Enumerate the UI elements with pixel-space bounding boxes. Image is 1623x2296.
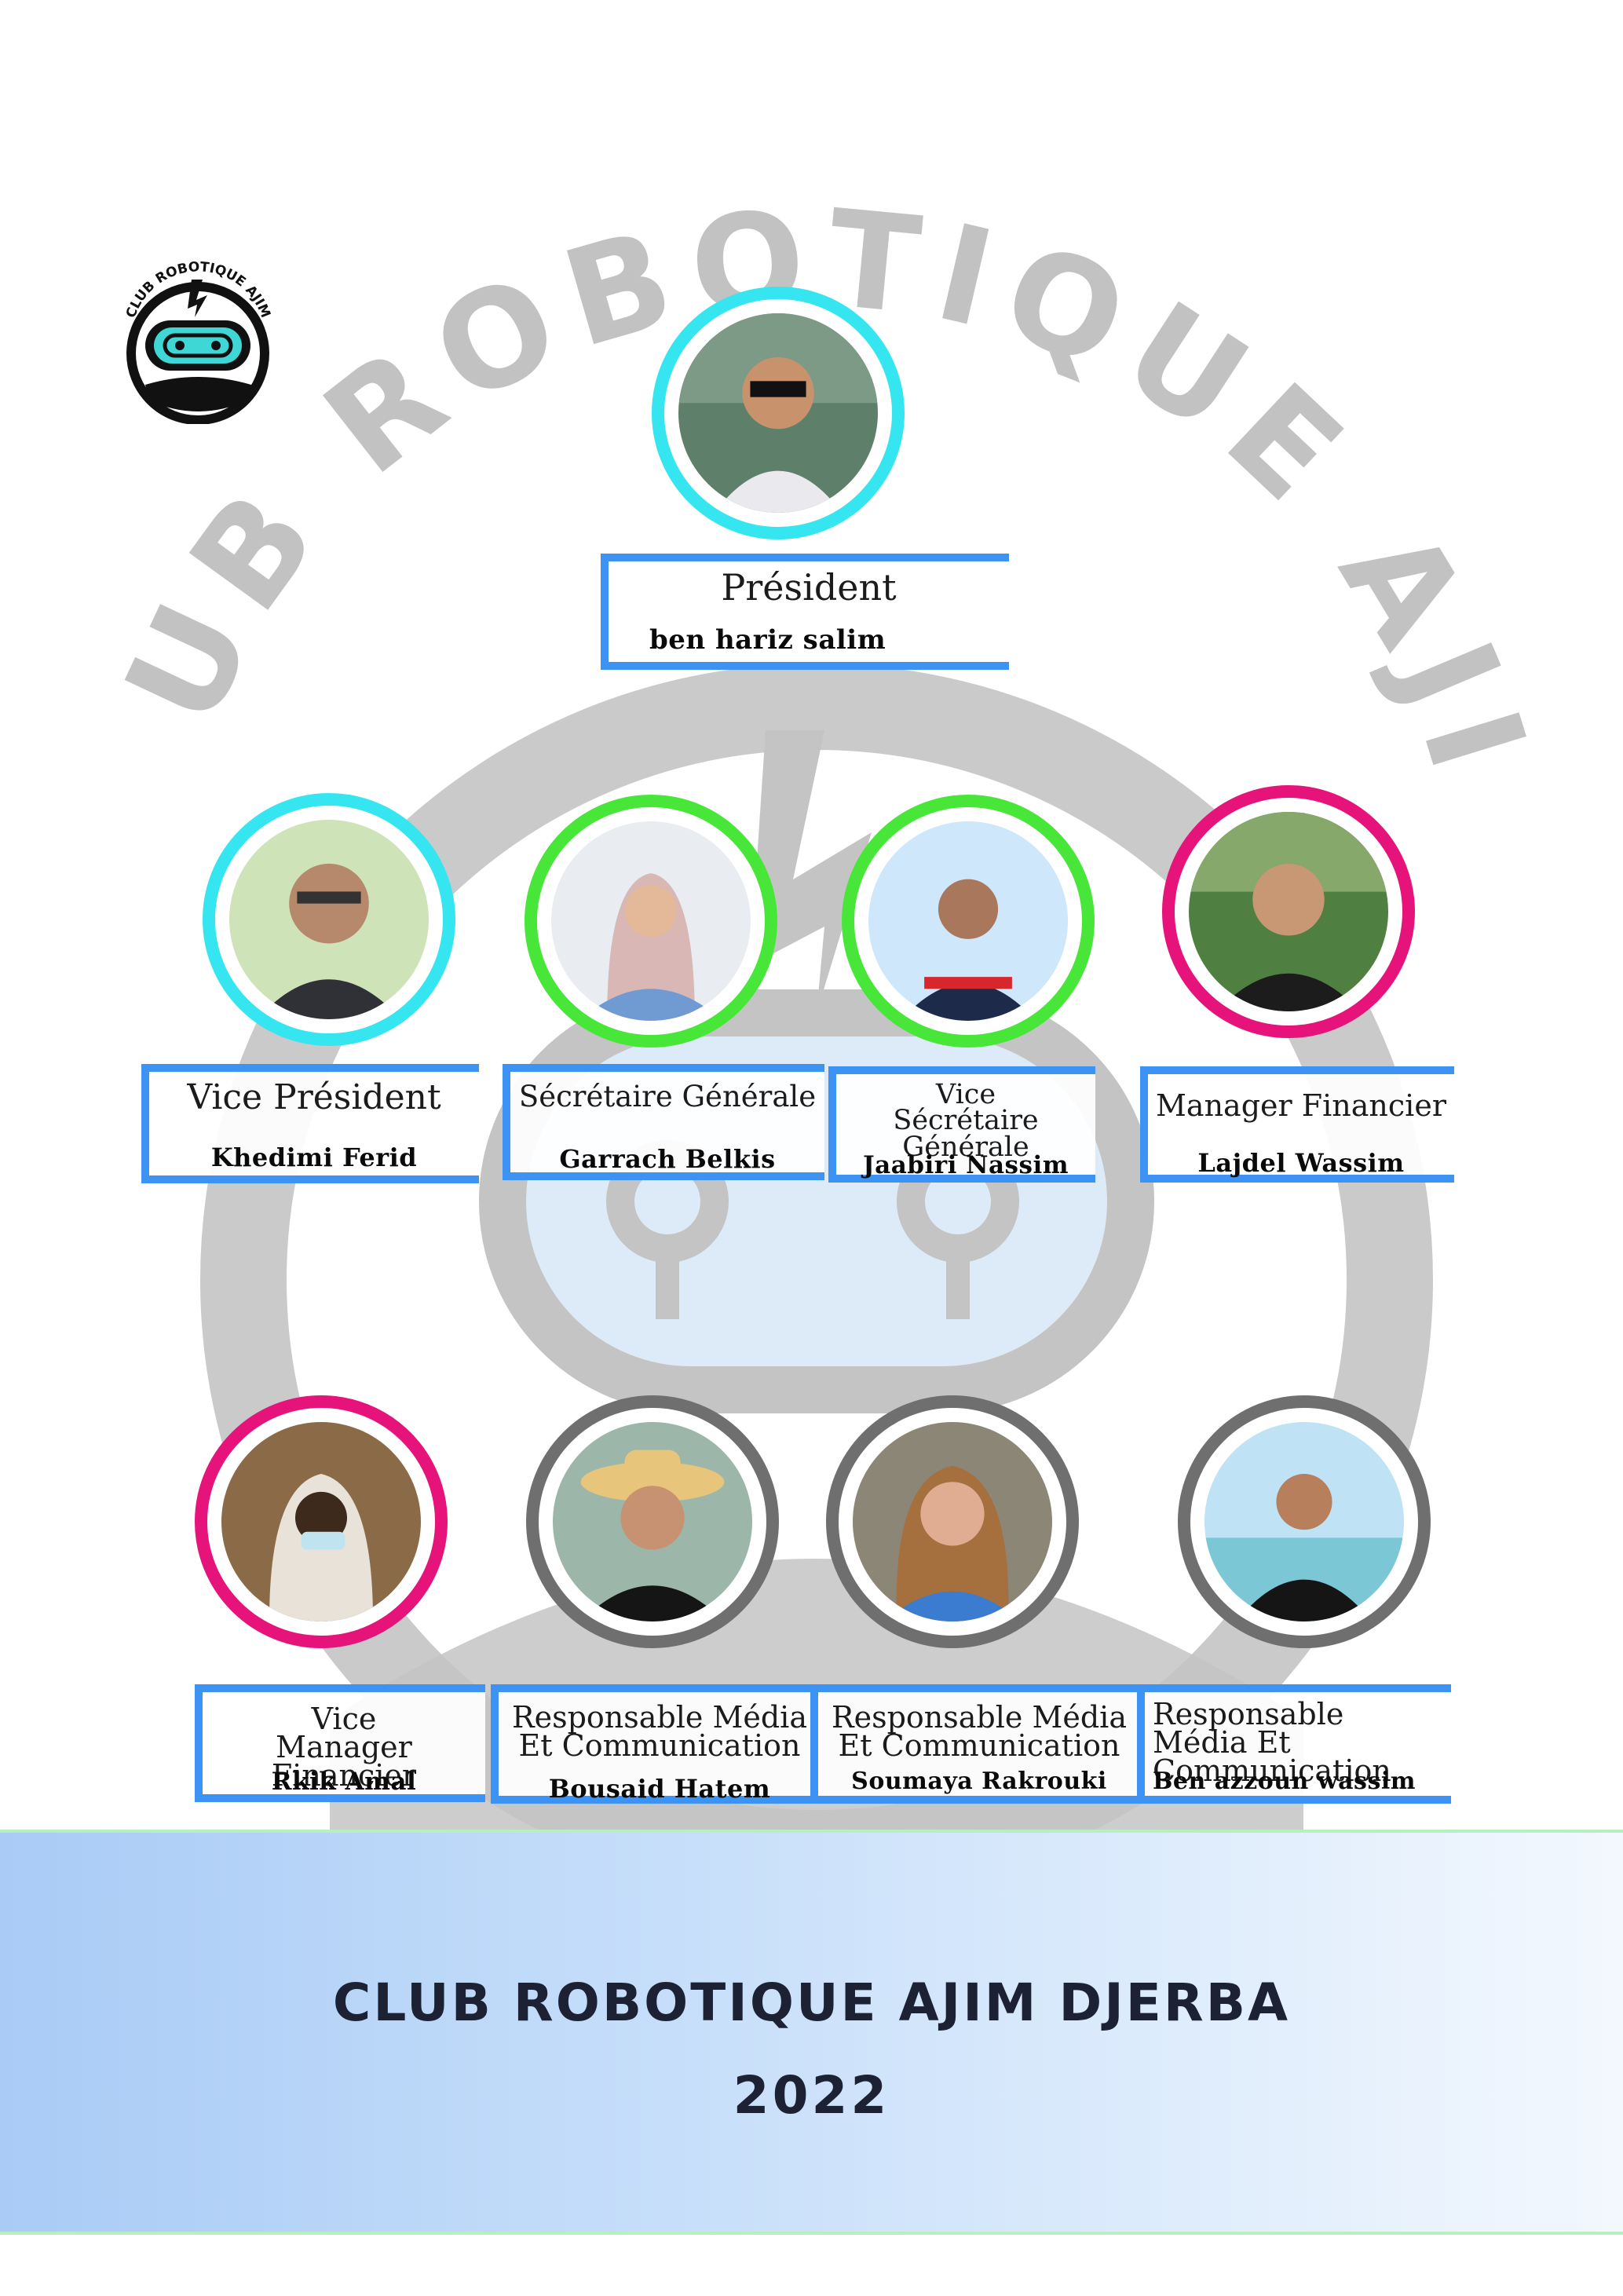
avatar <box>842 795 1095 1047</box>
role-title: Vice Président <box>187 1077 441 1117</box>
role-title: Responsable Média Et Communication <box>511 1700 807 1764</box>
role-card: Vice Manager Financier Rkik Amal <box>195 1684 485 1802</box>
avatar <box>526 1395 779 1648</box>
role-card: Responsable Média Et Communication Bousa… <box>491 1684 821 1804</box>
role-title: Vice Sécrétaire Générale <box>893 1079 1039 1163</box>
member-name: Garrach Belkis <box>559 1144 776 1174</box>
member-name: Bousaid Hatem <box>548 1774 771 1804</box>
role-title: Manager Financier <box>1156 1088 1446 1123</box>
avatar <box>195 1395 448 1648</box>
role-card: Vice Sécrétaire Générale Jaabiri Nassim <box>828 1066 1095 1183</box>
avatar <box>652 287 905 539</box>
avatar <box>1178 1395 1431 1648</box>
role-card: Manager Financier Lajdel Wassim <box>1140 1066 1454 1183</box>
role-card: Président ben hariz salim <box>601 554 1009 670</box>
role-card: Sécrétaire Générale Garrach Belkis <box>503 1064 824 1180</box>
avatar <box>525 795 777 1047</box>
footer-title: CLUB ROBOTIQUE AJIM DJERBA <box>332 1972 1291 2033</box>
role-card: Responsable Média Et Communication Ben a… <box>1137 1684 1451 1804</box>
member-name: Lajdel Wassim <box>1197 1148 1405 1178</box>
role-card: Vice Président Khedimi Ferid <box>141 1064 479 1183</box>
club-logo: CLUB ROBOTIQUE AJIM <box>123 259 273 424</box>
avatar <box>203 793 455 1046</box>
member-name: Soumaya Rakrouki <box>851 1768 1107 1795</box>
member-name: ben hariz salim <box>649 624 886 656</box>
avatar <box>826 1395 1079 1648</box>
role-title: Sécrétaire Générale <box>518 1080 817 1113</box>
watermark-bolt-icon <box>750 730 872 1013</box>
member-name: Khedimi Ferid <box>210 1143 418 1172</box>
role-title: Responsable Média Et Communication <box>1153 1697 1391 1789</box>
role-card: Responsable Média Et Communication Souma… <box>810 1684 1140 1804</box>
role-title: Vice Manager Financier <box>271 1702 417 1793</box>
member-name: Ben azzoun wassim <box>1153 1768 1416 1795</box>
footer-year: 2022 <box>733 2065 890 2126</box>
avatar <box>1162 785 1415 1038</box>
logo-bolt-icon <box>188 280 207 317</box>
role-title: Responsable Média Et Communication <box>831 1700 1127 1764</box>
member-name: Rkik Amal <box>271 1768 417 1796</box>
role-title: Président <box>721 566 897 609</box>
footer-banner: CLUB ROBOTIQUE AJIM DJERBA 2022 <box>0 1830 1623 2235</box>
member-name: Jaabiri Nassim <box>862 1151 1069 1179</box>
